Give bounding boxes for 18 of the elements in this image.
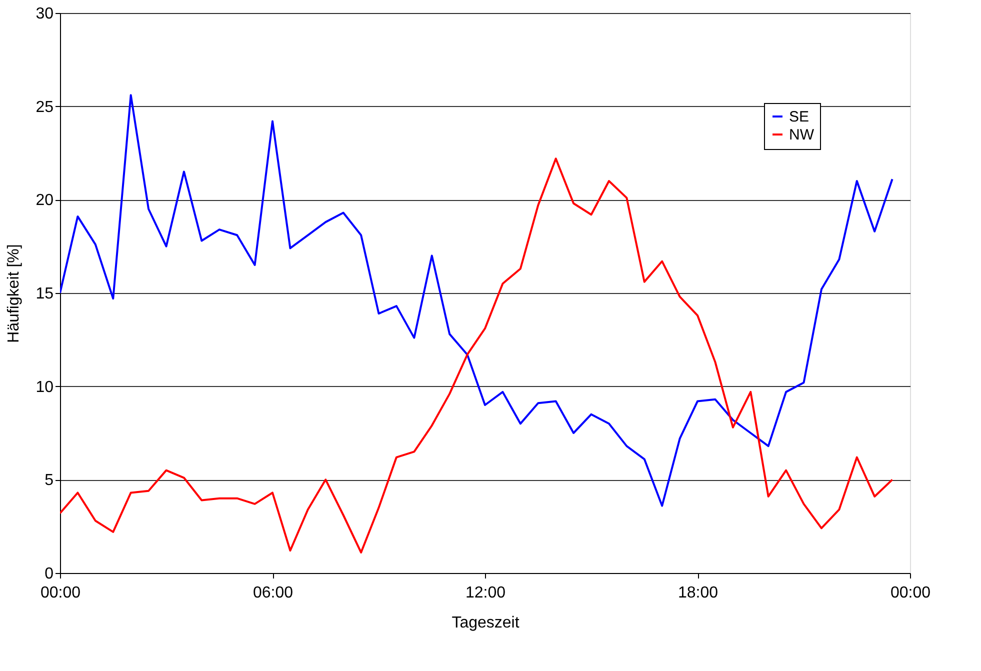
y-tick-label: 10 [36, 378, 54, 396]
legend-label: NW [789, 126, 815, 144]
x-tick-label: 00:00 [40, 584, 81, 602]
y-axis-title: Häufigkeit [%] [6, 244, 23, 343]
line-series [60, 94, 894, 507]
y-tick-label: 25 [36, 98, 54, 116]
y-tick-label: 20 [36, 192, 54, 210]
y-tick-label: 30 [36, 6, 54, 22]
x-tick-label: 06:00 [252, 584, 294, 602]
x-tick-label: 12:00 [465, 584, 506, 602]
x-axis-title: Tageszeit [452, 614, 520, 632]
x-tick-label: 18:00 [678, 584, 718, 602]
y-tick-label: 0 [44, 566, 54, 582]
line-series [60, 158, 894, 554]
y-tick-label: 15 [36, 286, 54, 302]
x-tick-label: 00:00 [890, 584, 931, 602]
legend-label: SE [789, 108, 810, 126]
y-tick-label: 5 [44, 472, 54, 490]
